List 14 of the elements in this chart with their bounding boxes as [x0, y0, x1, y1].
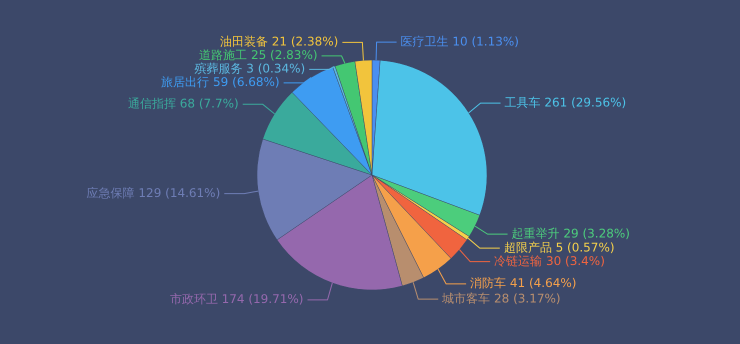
slice-label: 城市客车 28 (3.17%): [441, 291, 561, 306]
slice-label: 起重举升 29 (3.28%): [512, 226, 630, 240]
slice-label: 市政环卫 174 (19.71%): [170, 292, 304, 306]
slice-label: 超限产品 5 (0.57%): [504, 240, 615, 254]
slice-label: 工具车 261 (29.56%): [504, 95, 626, 110]
slice-label: 旅居出行 59 (6.68%): [161, 75, 280, 90]
slice-label: 殡葬服务 3 (0.34%): [194, 62, 306, 76]
slice-label: 消防车 41 (4.64%): [470, 276, 576, 290]
slice-label: 通信指挥 68 (7.7%): [128, 96, 239, 111]
slice-label: 医疗卫生 10 (1.13%): [400, 34, 519, 48]
slice-label: 冷链运输 30 (3.4%): [494, 254, 605, 268]
slice-label: 应急保障 129 (14.61%): [86, 186, 220, 200]
slice-label: 道路施工 25 (2.83%): [199, 48, 318, 62]
slice-label: 油田装备 21 (2.38%): [220, 34, 338, 49]
